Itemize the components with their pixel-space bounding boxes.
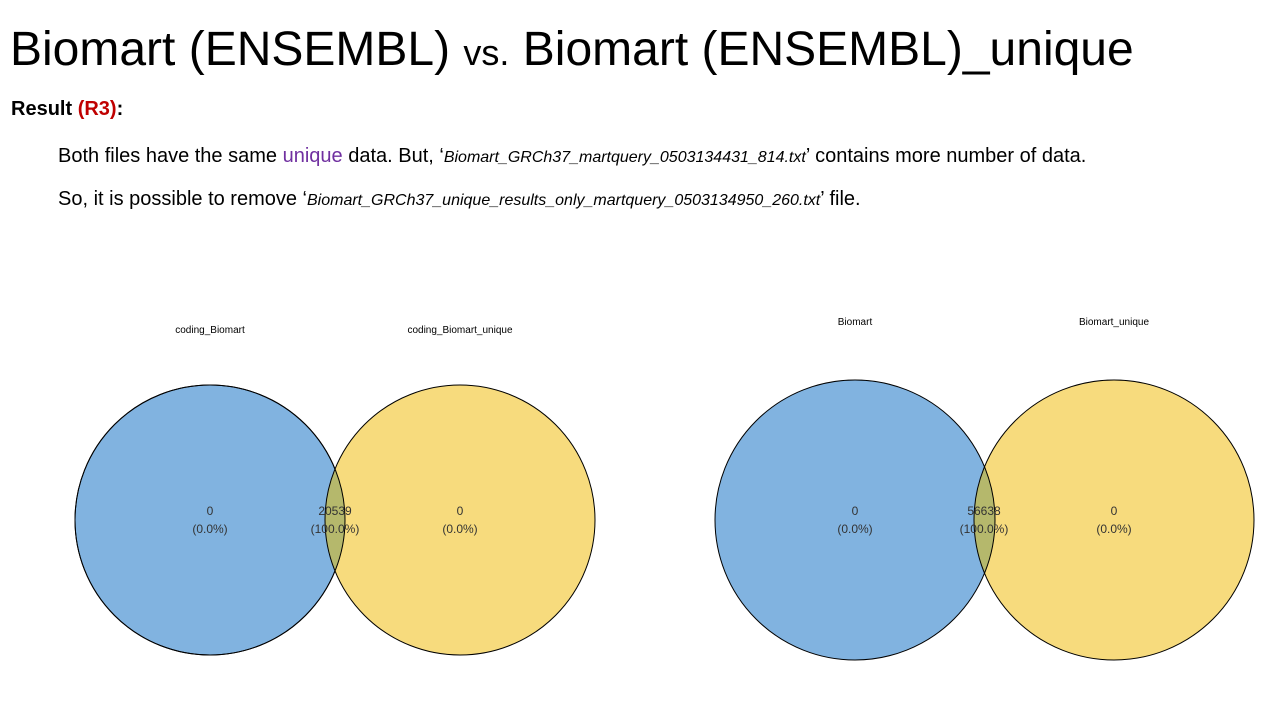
- venn-1-overlap-count: 20539: [318, 504, 352, 518]
- sentence-1-highlight: unique: [282, 145, 343, 167]
- sentence-1-text-c: ’ contains more number of data.: [805, 145, 1087, 167]
- result-label: Result: [11, 98, 78, 120]
- sentence-2-text-a: So, it is possible to remove ‘: [58, 188, 307, 210]
- title-part1: Biomart (ENSEMBL): [10, 23, 464, 76]
- venn-2-label-left: Biomart: [838, 317, 873, 328]
- venn-2-right-pct: (0.0%): [1096, 522, 1131, 536]
- venn-1-left-pct: (0.0%): [192, 522, 227, 536]
- sentence-2-filename: Biomart_GRCh37_unique_results_only_martq…: [307, 192, 821, 209]
- venn-1-right-circle: [325, 385, 595, 655]
- venn-2-right-count: 0: [1111, 504, 1118, 518]
- venn-1-left-outline: [74, 384, 346, 656]
- venn-2-left-circle: [715, 380, 995, 660]
- venn-1-label-left: coding_Biomart: [175, 325, 245, 336]
- sentence-2: So, it is possible to remove ‘Biomart_GR…: [58, 188, 861, 211]
- venn-2-right-circle: [974, 380, 1254, 660]
- sentence-1-filename: Biomart_GRCh37_martquery_0503134431_814.…: [443, 149, 806, 166]
- sentence-2-text-c: ’ file.: [820, 188, 861, 210]
- venn-2: Biomart Biomart_unique 0 (0.0%) 56638 (1…: [714, 317, 1255, 661]
- venn-1-right-outline: [324, 384, 596, 656]
- venn-2-left-outline: [714, 379, 996, 661]
- sentence-1-text-b: data. But, ‘: [342, 145, 444, 167]
- venn-1-right-pct: (0.0%): [442, 522, 477, 536]
- venn-1-left-count: 0: [207, 504, 214, 518]
- sentence-1: Both files have the same unique data. Bu…: [58, 145, 1086, 168]
- result-code: (R3): [77, 98, 117, 120]
- title-part2: Biomart (ENSEMBL)_unique: [509, 23, 1134, 76]
- venn-2-left-count: 0: [852, 504, 859, 518]
- venn-2-overlap-pct: (100.0%): [960, 522, 1009, 536]
- venn-1-overlap-pct: (100.0%): [311, 522, 360, 536]
- venn-2-left-pct: (0.0%): [837, 522, 872, 536]
- venn-1-label-right: coding_Biomart_unique: [407, 325, 513, 336]
- result-colon: :: [116, 98, 124, 120]
- venn-2-overlap-count: 56638: [967, 504, 1001, 518]
- venn-1: coding_Biomart coding_Biomart_unique 0 (…: [74, 325, 596, 656]
- title-vs: vs.: [463, 32, 510, 73]
- slide-title: Biomart (ENSEMBL) vs. Biomart (ENSEMBL)_…: [10, 22, 1134, 81]
- sentence-1-text-a: Both files have the same: [58, 145, 283, 167]
- venn-2-right-outline: [973, 379, 1255, 661]
- result-heading: Result (R3):: [11, 98, 123, 121]
- venn-2-label-right: Biomart_unique: [1079, 317, 1149, 328]
- venn-1-left-circle: [74, 384, 346, 656]
- venn-1-right-count: 0: [457, 504, 464, 518]
